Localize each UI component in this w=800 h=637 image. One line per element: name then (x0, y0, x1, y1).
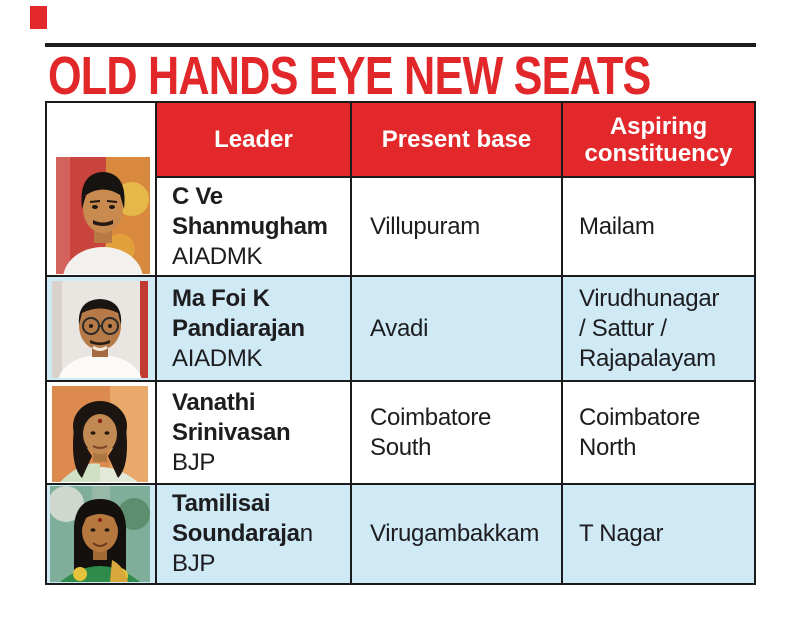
leader-cell: C Ve Shanmugham AIADMK (157, 178, 350, 275)
leader-photo-c-ve-shanmugham (56, 157, 150, 274)
leader-party: BJP (172, 448, 216, 476)
leader-photo-tamilisai-soundarajan (50, 486, 150, 582)
leader-party: AIADMK (172, 344, 263, 372)
aspiring-cell: Virudhunagar / Sattur / Rajapalayam (563, 277, 754, 380)
leader-name: Ma Foi K Pandiarajan (172, 284, 305, 342)
header-aspiring-constituency: Aspiring constituency (563, 103, 754, 176)
header-present-base: Present base (352, 103, 561, 176)
leader-party: AIADMK (172, 242, 263, 270)
aspiring-cell: T Nagar (563, 485, 754, 583)
leader-party: BJP (172, 550, 216, 577)
red-corner-tab (30, 6, 47, 29)
header-leader: Leader (157, 103, 350, 176)
present-base-cell: Avadi (352, 277, 561, 380)
leader-cell: Ma Foi K Pandiarajan AIADMK (157, 277, 350, 380)
headline: OLD HANDS EYE NEW SEATS (48, 46, 651, 106)
leader-photo-ma-foi-k-pandiarajan (52, 281, 148, 378)
aspiring-cell: Mailam (563, 178, 754, 275)
present-base-cell: Coimbatore South (352, 382, 561, 483)
present-base-cell: Virugambakkam (352, 485, 561, 583)
leader-name: C Ve Shanmugham (172, 182, 328, 240)
present-base-cell: Villupuram (352, 178, 561, 275)
leaders-table: Leader Present base Aspiring constituenc… (45, 101, 756, 585)
headline-rule (45, 43, 756, 47)
leader-name: Vanathi Srinivasan (172, 388, 291, 446)
leader-cell: Vanathi Srinivasan BJP (157, 382, 350, 483)
leader-photo-vanathi-srinivasan (52, 386, 148, 482)
leader-cell: Tamilisai Soundarajan BJP (157, 485, 350, 583)
leader-name: Tamilisai Soundarajan (172, 490, 313, 547)
aspiring-cell: Coimbatore North (563, 382, 754, 483)
